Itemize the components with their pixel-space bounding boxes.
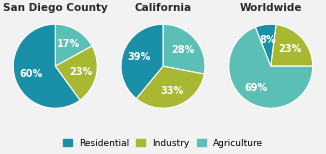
Text: 23%: 23%: [279, 44, 302, 54]
Wedge shape: [136, 66, 204, 108]
Wedge shape: [13, 24, 80, 108]
Text: 69%: 69%: [244, 83, 268, 93]
Wedge shape: [55, 24, 92, 66]
Wedge shape: [271, 25, 313, 66]
Text: 23%: 23%: [69, 67, 92, 77]
Text: 17%: 17%: [57, 39, 80, 49]
Title: California: California: [134, 3, 192, 13]
Wedge shape: [255, 24, 276, 66]
Legend: Residential, Industry, Agriculture: Residential, Industry, Agriculture: [61, 137, 265, 150]
Wedge shape: [121, 24, 163, 99]
Text: 33%: 33%: [160, 86, 184, 96]
Wedge shape: [163, 24, 205, 74]
Title: Worldwide: Worldwide: [240, 3, 302, 13]
Title: San Diego County: San Diego County: [3, 3, 108, 13]
Text: 39%: 39%: [127, 52, 150, 62]
Text: 28%: 28%: [171, 45, 195, 55]
Text: 60%: 60%: [19, 69, 42, 79]
Text: 8%: 8%: [259, 35, 276, 45]
Wedge shape: [55, 46, 97, 100]
Wedge shape: [229, 27, 313, 108]
